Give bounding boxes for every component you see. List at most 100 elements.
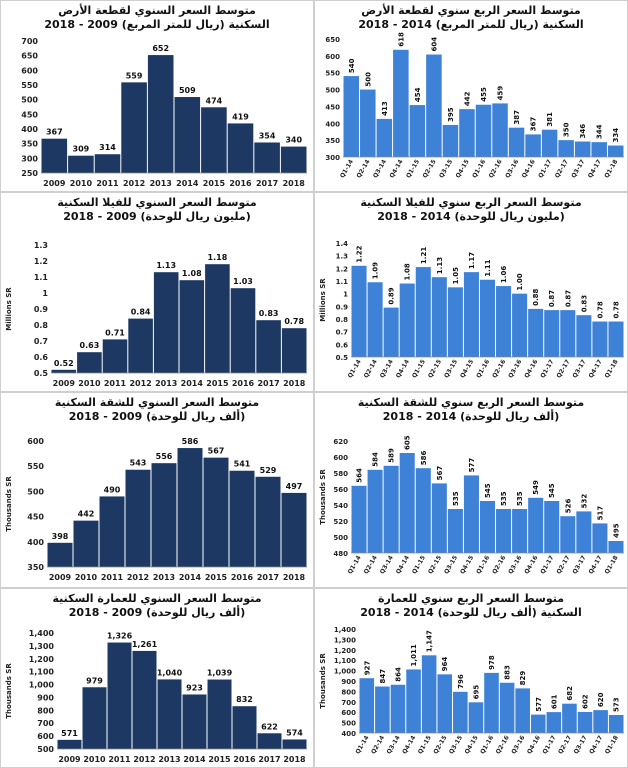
bar xyxy=(174,97,201,173)
chart-panel-villa-quarterly: متوسط السعر الربع سنوي للفيلا السكنية (م… xyxy=(314,192,628,392)
data-label: 543 xyxy=(130,459,147,468)
x-tick-label: Q3-17 xyxy=(573,735,589,756)
y-tick-label: 540 xyxy=(333,502,348,510)
data-label: 864 xyxy=(394,667,402,682)
x-tick-label: Q1-16 xyxy=(479,735,495,756)
x-tick-label: Q3-15 xyxy=(443,555,459,576)
y-tick-label: 1,400 xyxy=(334,626,356,634)
x-tick-label: Q1-17 xyxy=(541,735,557,756)
bar xyxy=(576,511,592,553)
bar xyxy=(558,140,574,157)
bar xyxy=(367,282,383,357)
data-label: 964 xyxy=(441,657,449,672)
bar xyxy=(496,509,512,553)
y-tick-label: 800 xyxy=(37,706,54,715)
x-tick-label: Q3-17 xyxy=(571,359,587,380)
bar xyxy=(232,706,257,749)
data-label: 0.87 xyxy=(548,290,556,307)
x-tick-label: 2014 xyxy=(183,755,206,764)
data-label: 883 xyxy=(504,665,512,680)
data-label: 0.78 xyxy=(596,301,604,318)
y-tick-label: 350 xyxy=(21,140,38,149)
chart-title: متوسط السعر الربع سنوي للفيلا السكنية (م… xyxy=(315,196,627,224)
y-tick-label: 900 xyxy=(37,693,54,702)
data-label: 459 xyxy=(497,86,505,101)
data-label: 1,261 xyxy=(132,640,158,649)
y-tick-label: 1,100 xyxy=(29,668,55,677)
bar xyxy=(281,328,307,373)
y-tick-label: 700 xyxy=(21,37,38,46)
bar xyxy=(442,124,459,157)
bar xyxy=(367,469,383,553)
data-label: 413 xyxy=(381,101,389,116)
chart-title-line2: (مليون ريال للوحدة) 2009 - 2018 xyxy=(63,210,251,223)
bar xyxy=(125,469,151,567)
bar xyxy=(592,321,608,357)
y-tick-label: 1 xyxy=(343,291,348,299)
x-tick-label: Q4-16 xyxy=(523,359,539,380)
x-tick-label: Q1-14 xyxy=(354,735,370,756)
bar xyxy=(376,118,393,157)
x-tick-label: 2012 xyxy=(127,573,149,582)
bar xyxy=(399,283,415,357)
chart-title: متوسط السعر السنوي للفيلا السكنية (مليون… xyxy=(1,196,313,224)
data-label: 567 xyxy=(208,447,225,456)
data-label: 695 xyxy=(472,685,480,700)
data-label: 978 xyxy=(488,655,496,670)
data-label: 474 xyxy=(206,96,223,105)
x-tick-label: Q4-17 xyxy=(588,555,604,576)
x-tick-label: 2012 xyxy=(133,755,155,764)
bar xyxy=(256,320,281,373)
x-tick-label: 2015 xyxy=(203,179,226,188)
x-tick-label: Q4-17 xyxy=(588,735,604,756)
x-tick-label: 2016 xyxy=(232,379,255,388)
x-tick-label: 2009 xyxy=(58,755,81,764)
y-axis-label: Millions SR xyxy=(319,278,327,322)
bar xyxy=(544,310,560,357)
x-tick-label: Q3-14 xyxy=(372,159,388,180)
data-label: 577 xyxy=(535,697,543,712)
bar xyxy=(492,103,508,157)
y-tick-label: 650 xyxy=(325,36,340,44)
bar xyxy=(499,682,515,733)
x-tick-label: Q4-16 xyxy=(523,555,539,576)
y-tick-label: 1,000 xyxy=(334,668,356,676)
bar xyxy=(203,457,229,567)
x-tick-label: 2015 xyxy=(208,755,231,764)
data-label: 573 xyxy=(613,697,621,712)
y-tick-label: 350 xyxy=(325,137,340,145)
data-label: 535 xyxy=(516,491,524,506)
data-label: 334 xyxy=(612,128,620,143)
bar xyxy=(230,288,256,373)
bar xyxy=(359,678,375,733)
y-tick-label: 0.9 xyxy=(34,305,49,314)
bar xyxy=(468,702,484,733)
y-tick-label: 0.5 xyxy=(34,369,49,378)
x-tick-label: Q3-17 xyxy=(571,555,587,576)
x-tick-label: 2015 xyxy=(206,379,229,388)
y-tick-label: 480 xyxy=(333,550,348,558)
data-label: 454 xyxy=(414,87,422,102)
chart-title-line1: متوسط السعر الربع سنوي للشقة السكنية xyxy=(357,396,585,409)
x-tick-label: Q2-14 xyxy=(370,735,386,756)
data-label: 571 xyxy=(61,729,78,738)
x-tick-label: Q4-15 xyxy=(464,735,480,756)
data-label: 387 xyxy=(513,110,521,125)
y-tick-label: 350 xyxy=(27,563,44,572)
x-tick-label: Q4-15 xyxy=(459,555,475,576)
x-tick-label: 2018 xyxy=(283,179,306,188)
bar xyxy=(406,669,421,733)
x-tick-label: Q2-14 xyxy=(363,359,379,380)
bar xyxy=(530,714,546,733)
y-tick-label: 0.8 xyxy=(34,321,49,330)
data-label: 829 xyxy=(519,671,527,686)
y-tick-label: 560 xyxy=(333,486,348,494)
x-tick-label: Q1-18 xyxy=(604,555,620,576)
bar xyxy=(447,509,463,553)
x-tick-label: Q2-17 xyxy=(557,735,573,756)
chart-title-line1: متوسط السعر السنوي للشقة السكنية xyxy=(54,396,260,409)
y-tick-label: 1.1 xyxy=(336,278,349,286)
y-tick-label: 600 xyxy=(21,66,38,75)
data-label: 1.09 xyxy=(372,262,380,279)
bar xyxy=(121,82,147,173)
